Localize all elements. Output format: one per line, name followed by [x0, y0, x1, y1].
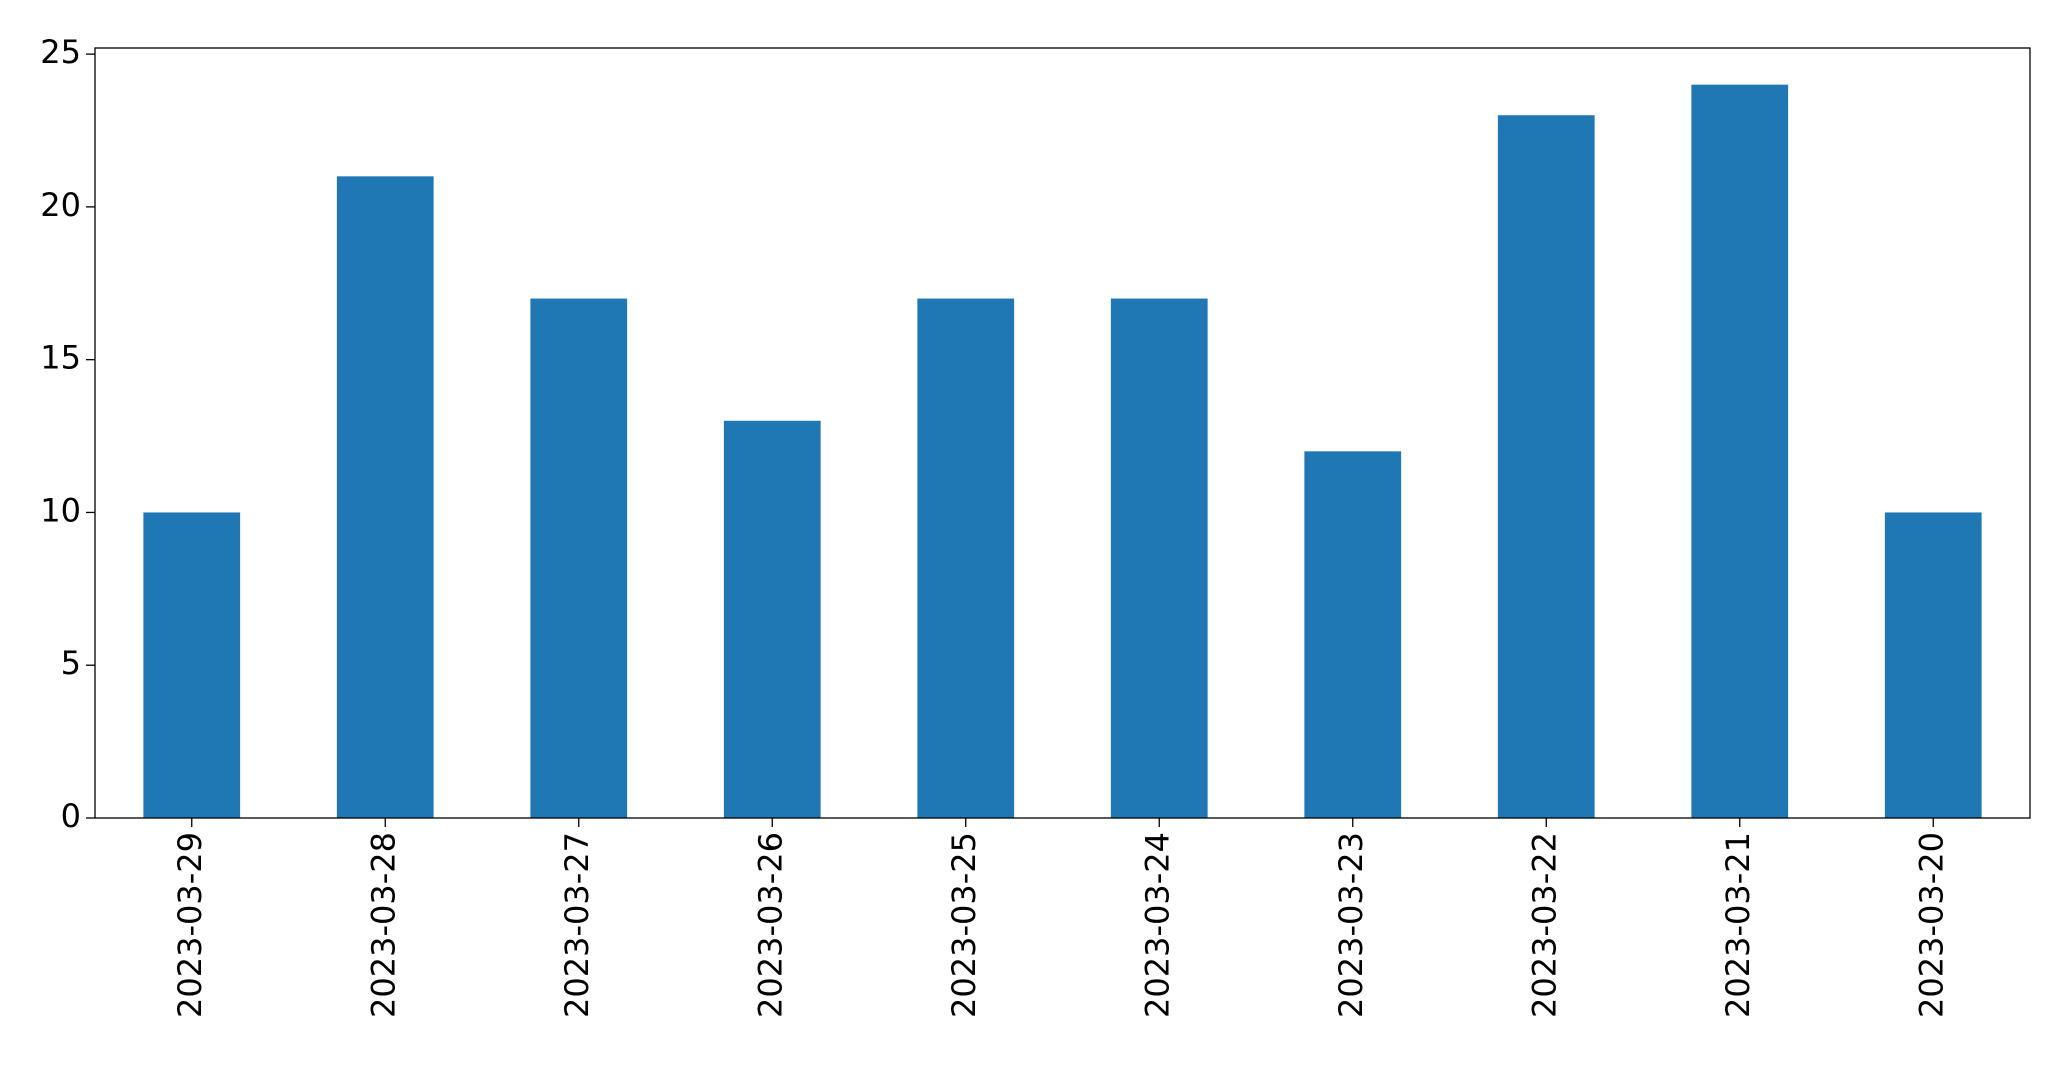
x-tick-label: 2023-03-28: [364, 832, 402, 1018]
y-tick-label: 20: [40, 186, 81, 224]
y-tick-label: 10: [40, 491, 81, 529]
x-tick-label: 2023-03-21: [1719, 832, 1757, 1018]
x-tick-label: 2023-03-27: [558, 832, 596, 1018]
y-tick-label: 15: [40, 339, 81, 377]
bar: [1110, 298, 1208, 818]
x-tick-label: 2023-03-29: [171, 832, 209, 1018]
x-tick-label: 2023-03-26: [751, 832, 789, 1018]
x-tick-label: 2023-03-22: [1525, 832, 1563, 1018]
x-tick-label: 2023-03-24: [1138, 832, 1176, 1018]
y-tick-label: 25: [40, 33, 81, 71]
y-tick-label: 5: [61, 644, 81, 682]
x-tick-label: 2023-03-25: [945, 832, 983, 1018]
bar: [917, 298, 1015, 818]
bar: [1304, 451, 1402, 818]
bar: [1884, 512, 1982, 818]
x-tick-label: 2023-03-23: [1332, 832, 1370, 1018]
y-tick-label: 0: [61, 797, 81, 835]
x-tick-label: 2023-03-20: [1912, 832, 1950, 1018]
bar: [1497, 115, 1595, 818]
bar: [723, 420, 821, 818]
bar: [336, 176, 434, 819]
bar: [1691, 84, 1789, 818]
bar: [530, 298, 628, 818]
plot-frame: [94, 47, 2031, 819]
bar: [143, 512, 241, 818]
